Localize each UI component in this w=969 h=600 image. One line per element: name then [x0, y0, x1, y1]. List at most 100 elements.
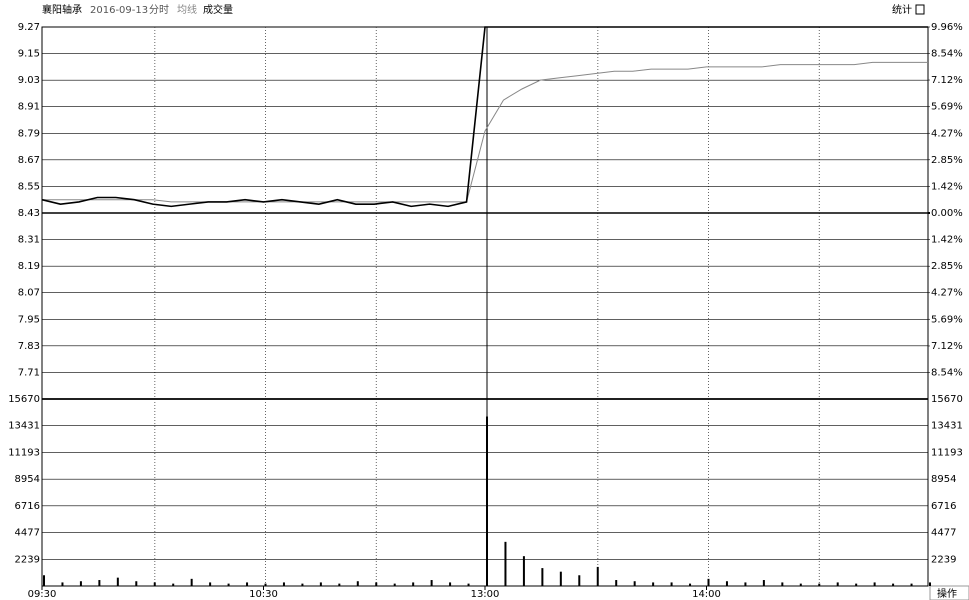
y-tick-label: 8.91 — [18, 102, 40, 113]
y2-tick-label: 4477 — [931, 528, 956, 539]
volume-bar — [190, 578, 193, 586]
volume-bar — [412, 582, 415, 586]
volume-bar — [375, 582, 378, 586]
y2-tick-label: 6716 — [931, 501, 956, 512]
y2-tick-label: 2239 — [931, 554, 956, 565]
y-tick-label: 8.79 — [18, 128, 40, 139]
y-tick-label: 8.31 — [18, 235, 40, 246]
volume-bar — [578, 575, 581, 586]
volume-bar — [209, 582, 212, 586]
action-button[interactable]: 操作 — [937, 587, 957, 600]
volume-bar — [135, 581, 138, 586]
y2-tick-label: 8.54% — [931, 49, 963, 60]
y-tick-label: 8954 — [15, 474, 40, 485]
price-line — [42, 61, 928, 203]
y2-tick-label: 0.00% — [931, 208, 963, 219]
volume-bar — [615, 580, 618, 586]
volume-bar — [892, 583, 895, 586]
volume-bar — [504, 541, 507, 586]
action-button-box[interactable] — [929, 585, 969, 600]
y-tick-label: 6716 — [15, 501, 40, 512]
volume-bar — [246, 582, 249, 586]
x-tick-label: 14:00 — [692, 589, 721, 600]
y2-tick-label: 2.85% — [931, 261, 963, 272]
volume-bar — [393, 583, 396, 586]
date: 2016-09-13 — [90, 5, 148, 16]
volume-bar — [467, 583, 470, 586]
y2-tick-label: 7.12% — [931, 341, 963, 352]
volume-bar — [707, 578, 710, 586]
volume-bar — [596, 566, 599, 586]
volume-bar — [836, 582, 839, 586]
volume-bar — [153, 582, 156, 586]
y-tick-label: 2239 — [15, 554, 40, 565]
volume-bar — [301, 583, 304, 586]
toggle-icon[interactable] — [915, 4, 925, 15]
volume-bar — [43, 575, 45, 586]
y-tick-label: 15670 — [8, 394, 40, 405]
stock-name: 襄阳轴承 — [42, 3, 82, 16]
volume-bar — [319, 582, 322, 586]
volume-bar — [79, 581, 82, 586]
volume-bar — [929, 582, 931, 586]
y-tick-label: 8.19 — [18, 261, 40, 272]
stats-button[interactable]: 统计 — [892, 3, 912, 16]
y2-tick-label: 4.27% — [931, 128, 963, 139]
y2-tick-label: 2.85% — [931, 155, 963, 166]
volume-bar — [781, 582, 784, 586]
y-tick-label: 7.83 — [18, 341, 40, 352]
y2-tick-label: 4.27% — [931, 288, 963, 299]
volume-bar — [855, 583, 858, 586]
y-tick-label: 8.67 — [18, 155, 40, 166]
volume-bar — [264, 583, 267, 586]
y-tick-label: 8.55 — [18, 181, 40, 192]
y-tick-label: 11193 — [8, 447, 40, 458]
y2-tick-label: 15670 — [931, 394, 963, 405]
y2-tick-label: 1.42% — [931, 235, 963, 246]
volume-bar — [227, 583, 230, 586]
y-tick-label: 7.71 — [18, 367, 40, 378]
volume-bar — [799, 583, 802, 586]
volume-bar — [449, 582, 452, 586]
volume-bar — [430, 580, 433, 586]
volume-bar — [652, 582, 655, 586]
volume-bar — [522, 556, 525, 586]
volume-label[interactable]: 成交量 — [203, 3, 233, 16]
y-tick-label: 9.27 — [18, 22, 40, 33]
y2-tick-label: 5.69% — [931, 314, 963, 325]
volume-bar — [910, 583, 913, 586]
volume-bar — [670, 582, 673, 586]
volume-bar — [633, 581, 636, 586]
volume-bar — [282, 582, 285, 586]
volume-bar — [762, 580, 765, 586]
y2-tick-label: 13431 — [931, 421, 963, 432]
volume-bar — [172, 583, 175, 586]
y2-tick-label: 5.69% — [931, 102, 963, 113]
y-tick-label: 9.15 — [18, 49, 40, 60]
volume-bar — [689, 583, 692, 586]
avg-label[interactable]: 均线 — [177, 3, 197, 16]
price-line — [41, 26, 928, 208]
volume-bar — [338, 583, 341, 586]
y2-tick-label: 8954 — [931, 474, 956, 485]
volume-bar — [818, 583, 821, 586]
y2-tick-label: 1.42% — [931, 181, 963, 192]
volume-bar — [744, 582, 747, 586]
volume-bar — [98, 580, 101, 586]
y2-tick-label: 7.12% — [931, 75, 963, 86]
vertical-grid — [154, 27, 820, 586]
x-tick-label: 09:30 — [28, 589, 57, 600]
volume-bar — [559, 571, 562, 586]
y-tick-label: 8.43 — [18, 208, 40, 219]
y-tick-label: 13431 — [8, 421, 40, 432]
x-tick-label: 13:00 — [471, 589, 500, 600]
x-tick-label: 10:30 — [249, 589, 278, 600]
y-tick-label: 7.95 — [18, 314, 40, 325]
y2-tick-label: 11193 — [931, 447, 963, 458]
volume-bar — [116, 577, 119, 586]
mode: 分时 — [149, 4, 169, 16]
volume-bar — [873, 582, 876, 586]
volume-bar — [486, 416, 488, 586]
y2-tick-label: 9.96% — [931, 22, 963, 33]
